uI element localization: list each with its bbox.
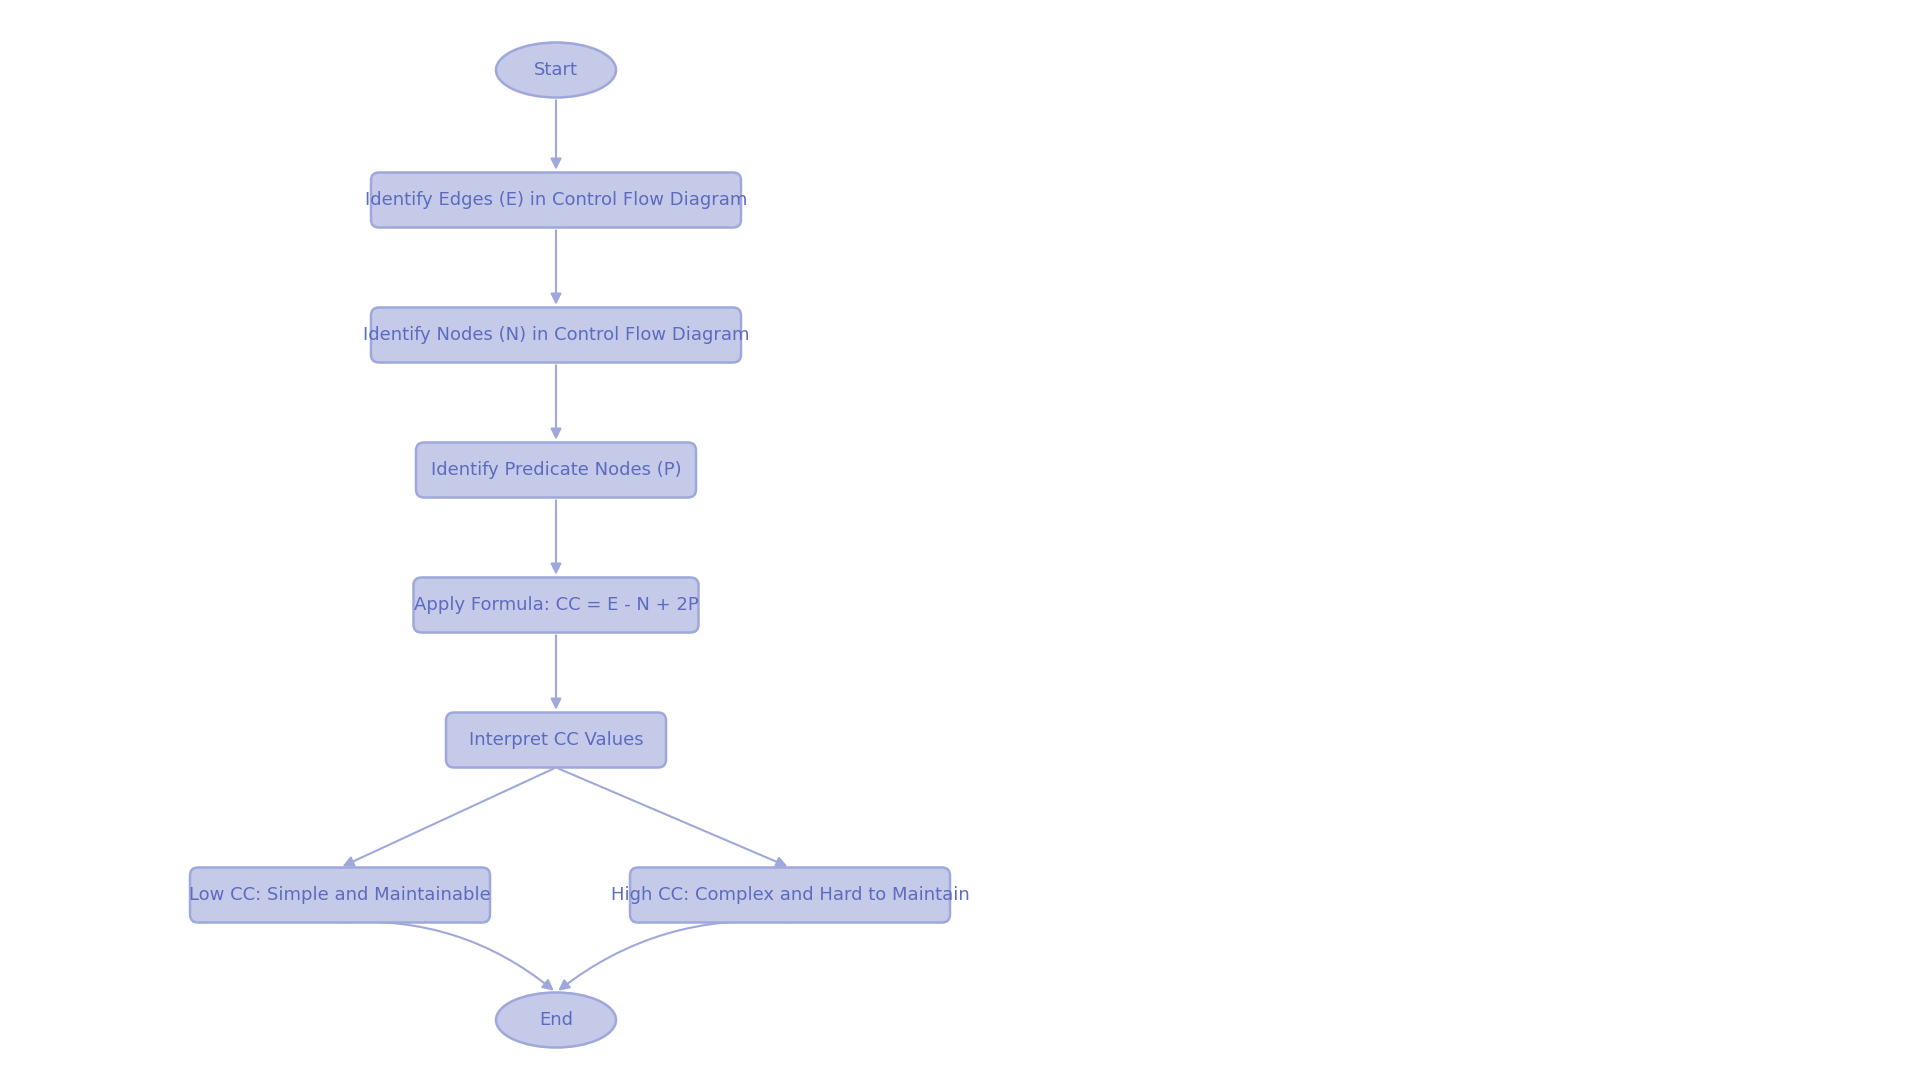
Ellipse shape [495,42,616,97]
FancyBboxPatch shape [417,443,695,498]
Ellipse shape [495,993,616,1048]
Text: Interpret CC Values: Interpret CC Values [468,731,643,750]
FancyBboxPatch shape [630,867,950,922]
FancyBboxPatch shape [445,713,666,768]
Text: End: End [540,1011,572,1029]
FancyBboxPatch shape [371,173,741,228]
Text: Low CC: Simple and Maintainable: Low CC: Simple and Maintainable [190,886,492,904]
Text: Start: Start [534,60,578,79]
Text: Identify Predicate Nodes (P): Identify Predicate Nodes (P) [430,461,682,480]
Text: Identify Edges (E) in Control Flow Diagram: Identify Edges (E) in Control Flow Diagr… [365,191,747,210]
Text: Apply Formula: CC = E - N + 2P: Apply Formula: CC = E - N + 2P [413,596,699,615]
FancyBboxPatch shape [413,578,699,633]
FancyBboxPatch shape [190,867,490,922]
Text: Identify Nodes (N) in Control Flow Diagram: Identify Nodes (N) in Control Flow Diagr… [363,326,749,345]
Text: High CC: Complex and Hard to Maintain: High CC: Complex and Hard to Maintain [611,886,970,904]
FancyBboxPatch shape [371,308,741,363]
